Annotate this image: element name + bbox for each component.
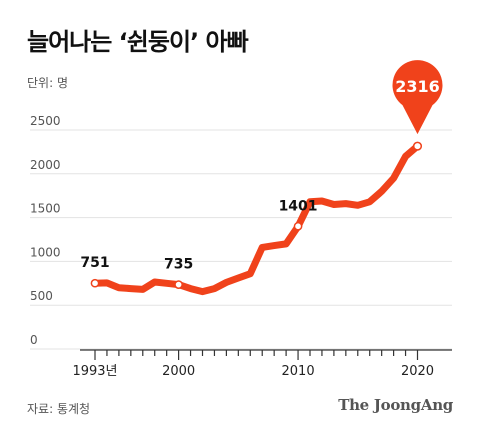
unit-label: 단위: 명 [27,76,68,90]
x-tick-label: 2020 [401,364,434,379]
brand-logo: The JoongAng [338,396,453,414]
x-tick-label: 2000 [162,364,195,379]
y-tick-label: 1500 [30,202,61,216]
data-labels: 751 735 1401 2316 [80,60,443,289]
y-tick-label: 2000 [30,158,61,172]
x-tick-label: 2010 [282,364,315,379]
data-label: 751 [80,255,109,271]
data-label: 735 [164,257,193,273]
y-tick-label: 1000 [30,245,61,259]
data-point-marker [412,141,423,151]
y-tick-label: 0 [30,333,38,347]
series-line [91,142,421,296]
x-tick-label: 1993년 [72,364,117,379]
highlight-value-label: 2316 [395,77,440,96]
y-tick-label: 2500 [30,114,61,128]
x-axis: 1993년 2000 2010 2020 [72,349,452,379]
source-label: 자료: 통계청 [27,402,91,416]
chart-title: 늘어나는 ‘쉰둥이’ 아빠 [27,28,249,56]
data-point-marker [293,221,303,231]
series-line-path [91,142,421,296]
data-point-marker [174,280,183,289]
data-label: 1401 [279,198,318,214]
grid-lines: 0 500 1000 1500 2000 2500 [30,114,452,350]
y-tick-label: 500 [30,289,53,303]
highlight-pin [392,60,443,135]
data-point-marker [90,278,100,288]
